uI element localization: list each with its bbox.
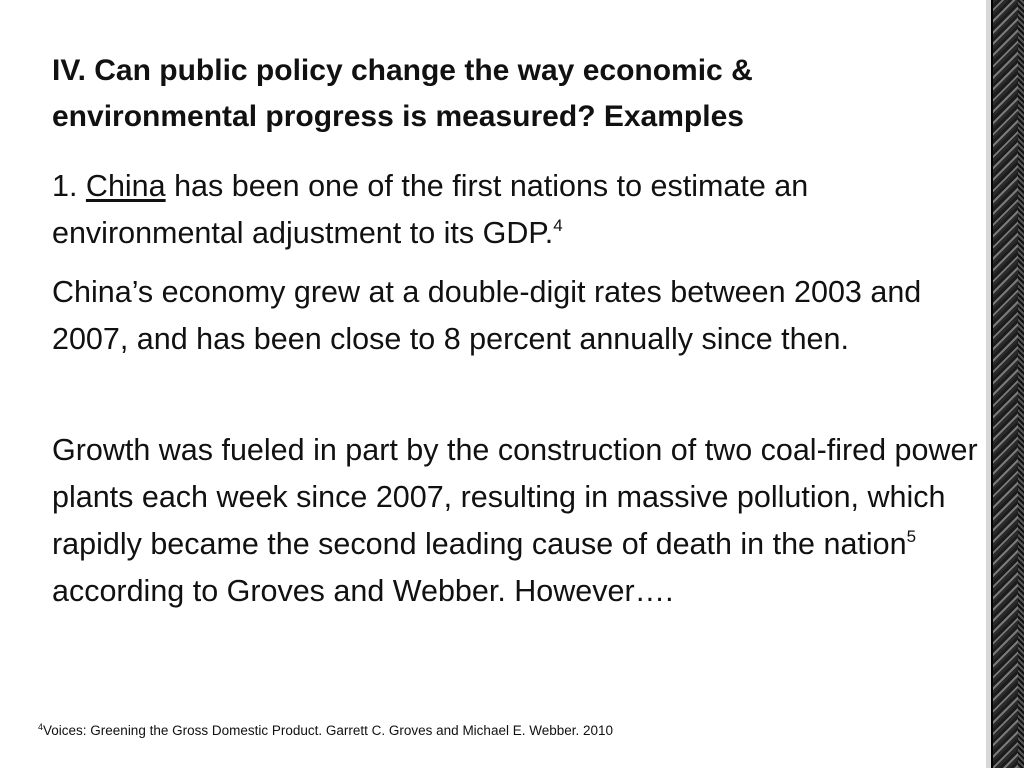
paragraph-text: according to Groves and Webber. However…… bbox=[52, 574, 674, 608]
footnote-marker: 4 bbox=[38, 722, 44, 732]
decorative-edge-border bbox=[986, 0, 1024, 768]
china-link[interactable]: China bbox=[85, 169, 166, 203]
slide-title: IV. Can public policy change the way eco… bbox=[52, 54, 753, 133]
footnote-ref-5: 5 bbox=[906, 527, 917, 546]
paragraph-text: Growth was fueled in part by the constru… bbox=[52, 433, 978, 561]
footnote-text: Voices: Greening the Gross Domestic Prod… bbox=[43, 723, 614, 738]
paragraph-growth-rates: China’s economy grew at a double-digit r… bbox=[52, 275, 922, 356]
footnote-ref-4: 4 bbox=[553, 216, 563, 235]
paragraph-china-adjustment: 1. China has been one of the first natio… bbox=[52, 163, 982, 257]
paragraph-text: has been one of the first nations to est… bbox=[52, 169, 809, 250]
paragraph-coal-plants: Growth was fueled in part by the constru… bbox=[52, 427, 982, 615]
list-number: 1. bbox=[52, 169, 86, 203]
footnote: 4Voices: Greening the Gross Domestic Pro… bbox=[38, 722, 613, 740]
